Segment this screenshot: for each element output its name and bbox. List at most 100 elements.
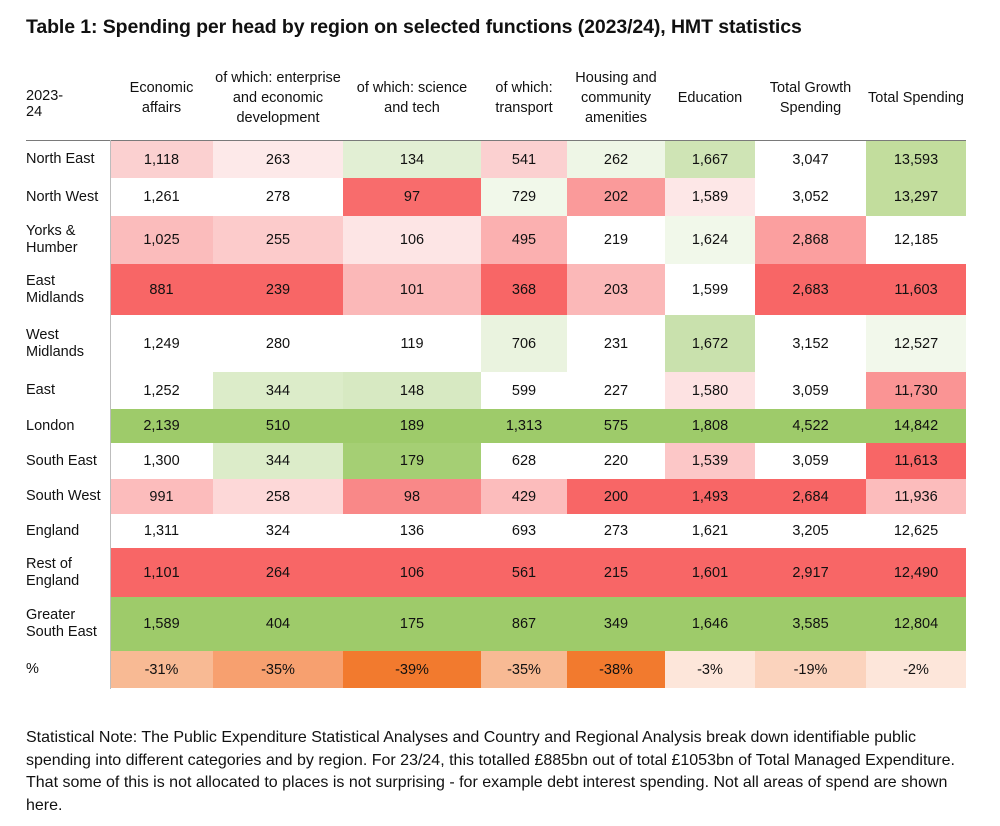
table-cell: 264 (213, 548, 343, 597)
table-cell: 12,490 (866, 548, 966, 597)
table-cell: 148 (343, 372, 481, 409)
row-label: East Midlands (26, 272, 85, 306)
table-cell: 1,313 (481, 409, 567, 443)
table-cell: 2,917 (755, 548, 866, 597)
row-label: North East (26, 151, 95, 167)
table-cell: 324 (213, 514, 343, 548)
table-cell: 3,205 (755, 514, 866, 548)
table-cell: 134 (343, 141, 481, 178)
table-cell: 1,667 (665, 141, 755, 178)
table-cell: 136 (343, 514, 481, 548)
table-cell: 119 (343, 315, 481, 372)
table-cell: -31% (110, 651, 213, 688)
table-cell: 1,646 (665, 597, 755, 651)
table-cell: 1,261 (110, 178, 213, 216)
table-cell: 2,684 (755, 479, 866, 514)
table-cell: 97 (343, 178, 481, 216)
table-cell: 11,936 (866, 479, 966, 514)
table-cell: 13,593 (866, 141, 966, 178)
table-cell: 12,804 (866, 597, 966, 651)
table-cell: 344 (213, 443, 343, 479)
table-cell: 278 (213, 178, 343, 216)
table-cell: 263 (213, 141, 343, 178)
column-header: Total Spending (868, 90, 964, 106)
table-cell: 1,118 (110, 141, 213, 178)
table-cell: 368 (481, 264, 567, 315)
table-cell: 3,047 (755, 141, 866, 178)
statistical-note: Statistical Note: The Public Expenditure… (26, 729, 955, 814)
table-cell: 2,683 (755, 264, 866, 315)
header-divider (26, 140, 966, 141)
table-cell: 12,527 (866, 315, 966, 372)
table-cell: -35% (213, 651, 343, 688)
table-cell: 1,493 (665, 479, 755, 514)
table-cell: -3% (665, 651, 755, 688)
table-cell: 1,249 (110, 315, 213, 372)
table-cell: 628 (481, 443, 567, 479)
table-cell: 1,589 (665, 178, 755, 216)
table-cell: 215 (567, 548, 665, 597)
table-cell: 1,589 (110, 597, 213, 651)
row-label: South East (26, 452, 97, 469)
table-cell: 1,621 (665, 514, 755, 548)
table-cell: 1,808 (665, 409, 755, 443)
table-cell: -19% (755, 651, 866, 688)
row-label: North West (26, 188, 99, 205)
table-cell: 1,311 (110, 514, 213, 548)
row-label: % (26, 661, 39, 677)
column-header: Economic affairs (129, 80, 194, 116)
column-header: Housing and community amenities (575, 70, 657, 126)
table-cell: 349 (567, 597, 665, 651)
table-cell: 561 (481, 548, 567, 597)
table-cell: 12,625 (866, 514, 966, 548)
row-label: West Midlands (26, 326, 85, 360)
table-cell: 220 (567, 443, 665, 479)
table-cell: 991 (110, 479, 213, 514)
table-cell: 3,585 (755, 597, 866, 651)
column-header: of which: enterprise and economic develo… (215, 70, 341, 126)
year-header: 2023-24 (26, 88, 64, 120)
table-cell: 729 (481, 178, 567, 216)
table-cell: 11,730 (866, 372, 966, 409)
table-cell: 599 (481, 372, 567, 409)
table-cell: 11,603 (866, 264, 966, 315)
table-cell: 200 (567, 479, 665, 514)
table-cell: 510 (213, 409, 343, 443)
column-header: of which: science and tech (356, 80, 468, 116)
row-label: Yorks & Humber (26, 223, 78, 256)
table-cell: 11,613 (866, 443, 966, 479)
table-cell: 2,868 (755, 216, 866, 264)
row-label: East (26, 382, 56, 398)
table-cell: 3,052 (755, 178, 866, 216)
table-cell: 12,185 (866, 216, 966, 264)
table-cell: 101 (343, 264, 481, 315)
table-cell: 1,101 (110, 548, 213, 597)
table-cell: 495 (481, 216, 567, 264)
table-cell: 1,624 (665, 216, 755, 264)
table-cell: 14,842 (866, 409, 966, 443)
row-label: Rest of England (26, 555, 80, 589)
table-cell: 429 (481, 479, 567, 514)
table-cell: 255 (213, 216, 343, 264)
table-cell: 344 (213, 372, 343, 409)
table-cell: 1,025 (110, 216, 213, 264)
table-cell: 404 (213, 597, 343, 651)
table-cell: 239 (213, 264, 343, 315)
table-cell: 1,672 (665, 315, 755, 372)
table-cell: 98 (343, 479, 481, 514)
row-label: London (26, 417, 75, 434)
row-label-divider (110, 140, 111, 689)
table-cell: 202 (567, 178, 665, 216)
table-cell: 1,300 (110, 443, 213, 479)
table-cell: 3,152 (755, 315, 866, 372)
table-cell: 693 (481, 514, 567, 548)
column-header: Total Growth Spending (769, 80, 852, 116)
table-cell: 106 (343, 548, 481, 597)
table-cell: 262 (567, 141, 665, 178)
table-cell: 189 (343, 409, 481, 443)
row-label: England (26, 522, 80, 539)
table-cell: -39% (343, 651, 481, 688)
table-cell: -35% (481, 651, 567, 688)
row-label: South West (26, 488, 101, 504)
table-title: Table 1: Spending per head by region on … (26, 16, 802, 38)
